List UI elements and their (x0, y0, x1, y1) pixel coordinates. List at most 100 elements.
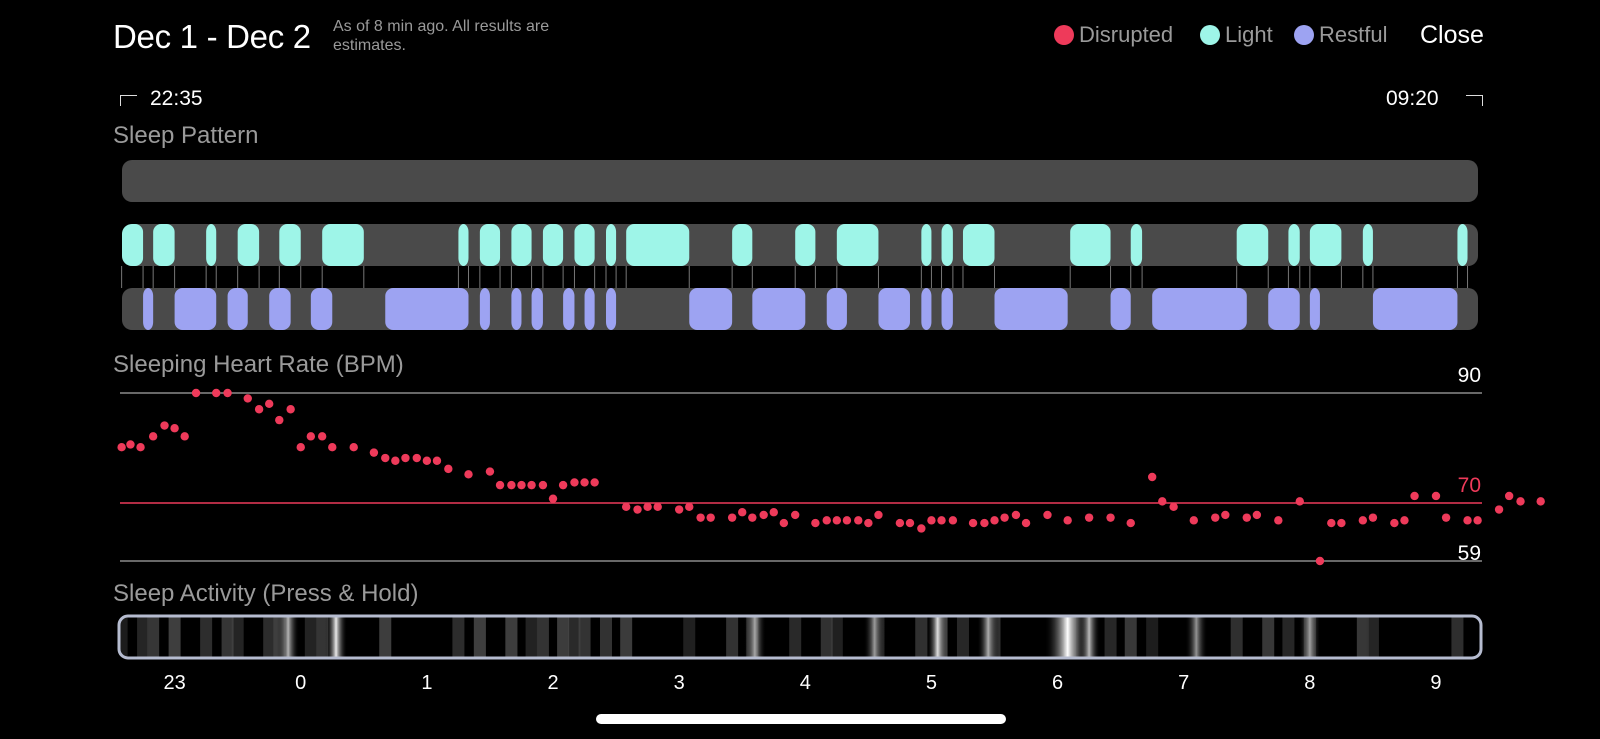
restful-dot-icon (1294, 25, 1314, 45)
light-segment (206, 224, 217, 266)
hr-dot (1169, 502, 1178, 512)
light-segment (836, 224, 879, 266)
hr-dot (990, 516, 999, 525)
activity-texture (505, 617, 518, 657)
activity-spot (1185, 617, 1208, 657)
hr-dot (1021, 518, 1031, 528)
hr-dot (779, 518, 789, 528)
activity-texture (830, 617, 843, 657)
hr-dot (422, 456, 432, 465)
hr-dot (980, 518, 989, 528)
activity-texture (379, 617, 392, 657)
hr-dot (727, 513, 737, 522)
activity-texture (1124, 617, 1137, 657)
activity-texture (536, 617, 549, 657)
hr-dot (937, 516, 946, 525)
restful-segment (921, 288, 932, 330)
hour-tick-label: 8 (1304, 672, 1315, 694)
start-time: 22:35 (150, 87, 203, 110)
restful-segment (174, 288, 217, 330)
restful-segment (584, 288, 595, 330)
hr-dot (296, 442, 305, 452)
activity-spot (277, 617, 300, 657)
hr-dot (769, 508, 778, 517)
hr-dot (1494, 505, 1504, 514)
restful-segment (1110, 288, 1131, 330)
hr-dot (369, 448, 379, 457)
light-segment (1362, 224, 1373, 266)
hr-dot (580, 478, 589, 487)
hr-dot (968, 518, 978, 528)
hr-dot (738, 508, 747, 517)
hr-dot (621, 502, 631, 512)
hr-dot (1536, 497, 1545, 506)
legend-restful-label: Restful (1319, 22, 1388, 47)
hr-mid-label: 70 (1458, 474, 1481, 497)
hr-dot (180, 432, 189, 441)
hr-dot (1011, 510, 1021, 520)
light-segment (1309, 224, 1342, 266)
restful-segment (689, 288, 733, 330)
light-segment (153, 224, 175, 266)
hr-dot (1274, 516, 1283, 525)
hr-dot (791, 510, 800, 520)
activity-texture (915, 617, 928, 657)
light-dot-icon (1200, 25, 1220, 45)
light-segment (322, 224, 364, 266)
hr-dot (643, 502, 652, 512)
hr-dot (507, 480, 516, 490)
hr-dot (1358, 516, 1368, 525)
light-segment (1288, 224, 1300, 266)
activity-texture (263, 617, 276, 657)
hr-dot (485, 467, 495, 476)
hr-dot (1368, 513, 1378, 522)
hr-dot (1211, 513, 1220, 522)
activity-texture (304, 617, 317, 657)
hr-dot (864, 518, 873, 528)
restful-segment (1372, 288, 1458, 330)
hr-dot (160, 421, 169, 430)
restful-segment (1268, 288, 1300, 330)
restful-segment (826, 288, 847, 330)
hr-dot (832, 516, 842, 525)
hr-dot (590, 478, 599, 487)
hr-dot (401, 453, 410, 463)
light-segment (511, 224, 532, 266)
activity-texture (568, 617, 581, 657)
hr-dot (1126, 518, 1135, 528)
hr-min-label: 59 (1458, 542, 1481, 565)
hr-dot (706, 513, 715, 522)
close-button[interactable]: Close (1420, 21, 1484, 49)
hr-dot (432, 456, 442, 465)
hr-dot (633, 505, 642, 514)
hr-dot (275, 415, 284, 425)
home-indicator[interactable] (596, 714, 1006, 724)
light-segment (279, 224, 301, 266)
restful-segment (941, 288, 953, 330)
hr-dot (1327, 518, 1336, 528)
hour-tick-label: 7 (1178, 672, 1189, 694)
start-bracket-icon (120, 95, 137, 106)
light-segment (122, 224, 144, 266)
hour-tick-label: 1 (421, 672, 432, 694)
light-segment (962, 224, 995, 266)
activity-texture (1366, 617, 1379, 657)
hr-dot (748, 513, 757, 522)
sleep-pattern-title: Sleep Pattern (113, 122, 259, 149)
hr-dot (223, 388, 232, 398)
activity-texture (820, 617, 833, 657)
hr-dot (759, 510, 768, 520)
activity-texture (1104, 617, 1117, 657)
activity-texture (1146, 617, 1159, 657)
hr-dot (685, 502, 694, 512)
legend-disrupted-label: Disrupted (1079, 22, 1174, 47)
light-segment (605, 224, 617, 266)
hr-dot (674, 505, 684, 514)
hr-dot (1000, 513, 1009, 522)
hr-dot (306, 432, 316, 441)
legend-light: Light (1200, 22, 1273, 48)
hr-dot (1516, 497, 1525, 506)
hr-dot (1463, 516, 1472, 525)
activity-spot (325, 617, 348, 657)
